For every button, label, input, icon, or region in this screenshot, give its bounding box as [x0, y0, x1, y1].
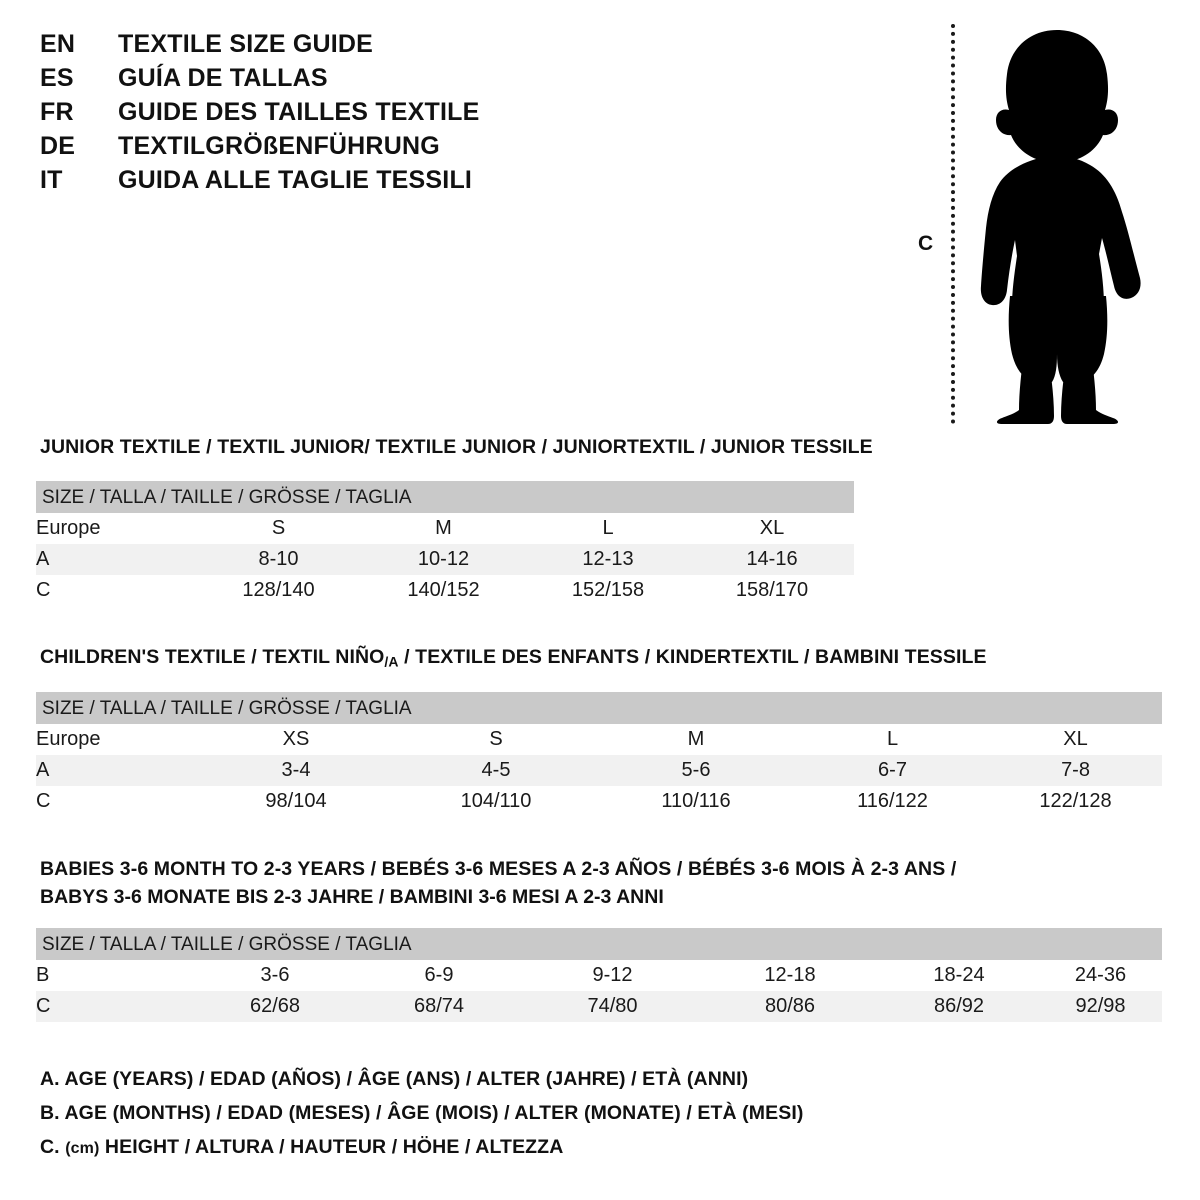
children-age-m: 5-6	[596, 755, 796, 786]
babies-months-5: 18-24	[879, 960, 1039, 991]
junior-height-l: 152/158	[526, 575, 690, 606]
table-row: C 128/140 140/152 152/158 158/170	[36, 575, 855, 606]
language-code-it: IT	[40, 166, 63, 194]
junior-size-l: L	[526, 513, 690, 544]
table-row: A 8-10 10-12 12-13 14-16	[36, 544, 855, 575]
junior-age-l: 12-13	[526, 544, 690, 575]
children-height-xs: 98/104	[196, 786, 396, 817]
babies-height-5: 86/92	[879, 991, 1039, 1022]
children-heading-pre: CHILDREN'S TEXTILE / TEXTIL NIÑO	[40, 646, 385, 668]
children-height-s: 104/110	[396, 786, 596, 817]
section-heading-babies-line1: BABIES 3-6 MONTH TO 2-3 YEARS / BEBÉS 3-…	[40, 858, 957, 880]
height-measurement-figure: C	[900, 14, 1180, 424]
guide-title-de: TEXTILGRÖßENFÜHRUNG	[118, 132, 440, 160]
language-code-en: EN	[40, 30, 76, 58]
children-height-m: 110/116	[596, 786, 796, 817]
table-row: A 3-4 4-5 5-6 6-7 7-8	[36, 755, 1163, 786]
height-dotted-line	[951, 24, 955, 424]
junior-height-xl: 158/170	[690, 575, 855, 606]
language-code-es: ES	[40, 64, 74, 92]
junior-size-xl: XL	[690, 513, 855, 544]
babies-band-label: SIZE / TALLA / TAILLE / GRÖSSE / TAGLIA	[42, 933, 412, 955]
child-silhouette-icon	[962, 24, 1152, 429]
legend-c-pre: C.	[40, 1136, 66, 1158]
babies-size-table: SIZE / TALLA / TAILLE / GRÖSSE / TAGLIA …	[36, 928, 1162, 1022]
children-size-m: M	[596, 724, 796, 755]
babies-row-label-b: B	[36, 960, 196, 991]
children-row-label-c: C	[36, 786, 196, 817]
legend-line-a: A. AGE (YEARS) / EDAD (AÑOS) / ÂGE (ANS)…	[40, 1068, 749, 1090]
junior-height-s: 128/140	[196, 575, 361, 606]
junior-row-label-c: C	[36, 575, 196, 606]
legend-block: A. AGE (YEARS) / EDAD (AÑOS) / ÂGE (ANS)…	[40, 1062, 803, 1164]
junior-row-label-a: A	[36, 544, 196, 575]
section-heading-children: CHILDREN'S TEXTILE / TEXTIL NIÑO/A / TEX…	[40, 646, 987, 669]
table-row: B 3-6 6-9 9-12 12-18 18-24 24-36	[36, 960, 1162, 991]
guide-title-en: TEXTILE SIZE GUIDE	[118, 30, 374, 58]
language-row-es: ES GUÍA DE TALLAS	[40, 64, 600, 98]
children-row-label-a: A	[36, 755, 196, 786]
children-height-xl: 122/128	[989, 786, 1163, 817]
junior-row-label-europe: Europe	[36, 513, 196, 544]
language-row-fr: FR GUIDE DES TAILLES TEXTILE	[40, 98, 600, 132]
junior-band-label: SIZE / TALLA / TAILLE / GRÖSSE / TAGLIA	[42, 486, 412, 508]
junior-size-table: SIZE / TALLA / TAILLE / GRÖSSE / TAGLIA …	[36, 481, 855, 606]
language-header-block: EN TEXTILE SIZE GUIDE ES GUÍA DE TALLAS …	[40, 30, 600, 200]
babies-height-3: 74/80	[524, 991, 701, 1022]
children-heading-post: / TEXTILE DES ENFANTS / KINDERTEXTIL / B…	[398, 646, 987, 668]
table-row: C 62/68 68/74 74/80 80/86 86/92 92/98	[36, 991, 1162, 1022]
babies-months-2: 6-9	[354, 960, 524, 991]
language-row-en: EN TEXTILE SIZE GUIDE	[40, 30, 600, 64]
language-row-it: IT GUIDA ALLE TAGLIE TESSILI	[40, 166, 600, 200]
guide-title-fr: GUIDE DES TAILLES TEXTILE	[118, 98, 480, 126]
children-row-label-europe: Europe	[36, 724, 196, 755]
junior-age-m: 10-12	[361, 544, 526, 575]
babies-height-6: 92/98	[1039, 991, 1162, 1022]
junior-age-s: 8-10	[196, 544, 361, 575]
babies-height-4: 80/86	[701, 991, 879, 1022]
table-row: Europe XS S M L XL	[36, 724, 1163, 755]
legend-c-unit: (cm)	[65, 1140, 100, 1157]
language-code-de: DE	[40, 132, 76, 160]
legend-c-post: HEIGHT / ALTURA / HAUTEUR / HÖHE / ALTEZ…	[99, 1136, 564, 1158]
guide-title-it: GUIDA ALLE TAGLIE TESSILI	[118, 166, 473, 194]
junior-table-band: SIZE / TALLA / TAILLE / GRÖSSE / TAGLIA	[36, 481, 855, 513]
children-age-s: 4-5	[396, 755, 596, 786]
junior-height-m: 140/152	[361, 575, 526, 606]
junior-age-xl: 14-16	[690, 544, 855, 575]
junior-size-s: S	[196, 513, 361, 544]
children-band-label: SIZE / TALLA / TAILLE / GRÖSSE / TAGLIA	[42, 697, 412, 719]
children-size-l: L	[796, 724, 989, 755]
children-size-xl: XL	[989, 724, 1163, 755]
children-age-xs: 3-4	[196, 755, 396, 786]
babies-height-2: 68/74	[354, 991, 524, 1022]
table-row: C 98/104 104/110 110/116 116/122 122/128	[36, 786, 1163, 817]
babies-height-1: 62/68	[196, 991, 354, 1022]
babies-table-band: SIZE / TALLA / TAILLE / GRÖSSE / TAGLIA	[36, 928, 1162, 960]
children-size-xs: XS	[196, 724, 396, 755]
measurement-label-c: C	[918, 232, 934, 255]
language-code-fr: FR	[40, 98, 74, 126]
babies-months-4: 12-18	[701, 960, 879, 991]
babies-row-label-c: C	[36, 991, 196, 1022]
children-age-l: 6-7	[796, 755, 989, 786]
guide-title-es: GUÍA DE TALLAS	[118, 64, 328, 92]
children-height-l: 116/122	[796, 786, 989, 817]
junior-size-m: M	[361, 513, 526, 544]
babies-months-6: 24-36	[1039, 960, 1162, 991]
children-table-band: SIZE / TALLA / TAILLE / GRÖSSE / TAGLIA	[36, 692, 1163, 724]
children-size-table: SIZE / TALLA / TAILLE / GRÖSSE / TAGLIA …	[36, 692, 1163, 817]
babies-months-3: 9-12	[524, 960, 701, 991]
children-age-xl: 7-8	[989, 755, 1163, 786]
table-row: Europe S M L XL	[36, 513, 855, 544]
legend-line-b: B. AGE (MONTHS) / EDAD (MESES) / ÂGE (MO…	[40, 1102, 804, 1124]
children-heading-sub: /A	[384, 653, 399, 670]
section-heading-babies-line2: BABYS 3-6 MONATE BIS 2-3 JAHRE / BAMBINI…	[40, 886, 664, 908]
children-size-s: S	[396, 724, 596, 755]
language-row-de: DE TEXTILGRÖßENFÜHRUNG	[40, 132, 600, 166]
section-heading-junior: JUNIOR TEXTILE / TEXTIL JUNIOR/ TEXTILE …	[40, 436, 873, 458]
babies-months-1: 3-6	[196, 960, 354, 991]
legend-line-c: C. (cm) HEIGHT / ALTURA / HAUTEUR / HÖHE…	[40, 1130, 803, 1164]
